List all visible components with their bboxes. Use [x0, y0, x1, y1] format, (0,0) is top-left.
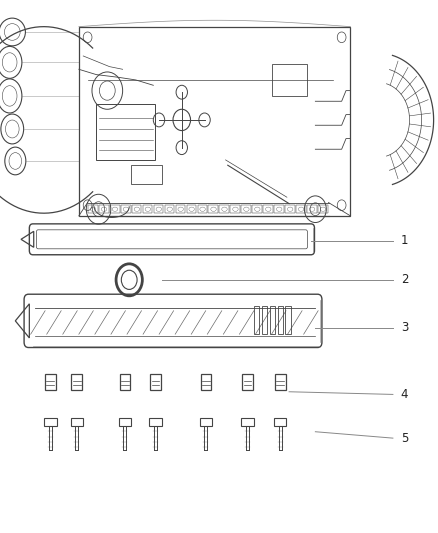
Bar — [278, 306, 283, 334]
Bar — [274, 206, 284, 213]
Bar — [121, 206, 131, 213]
Bar — [131, 165, 162, 184]
Bar — [198, 206, 207, 213]
Bar — [263, 206, 273, 213]
Bar — [88, 206, 98, 213]
Bar — [241, 418, 254, 426]
Bar — [252, 206, 262, 213]
Bar — [71, 418, 83, 426]
Text: 4: 4 — [401, 388, 408, 401]
Bar — [45, 374, 56, 390]
Text: 3: 3 — [401, 321, 408, 334]
Bar — [241, 206, 251, 213]
Bar — [318, 206, 328, 213]
Text: 5: 5 — [401, 432, 408, 445]
Bar — [150, 374, 161, 390]
Bar — [96, 104, 155, 160]
Bar — [176, 206, 185, 213]
Bar — [44, 418, 57, 426]
Bar — [71, 374, 82, 390]
Bar — [120, 374, 130, 390]
Bar — [187, 206, 196, 213]
Bar — [165, 206, 174, 213]
Bar — [296, 206, 306, 213]
Text: 1: 1 — [401, 235, 408, 247]
Bar — [275, 374, 286, 390]
Bar — [270, 306, 275, 334]
Bar — [149, 418, 162, 426]
Bar — [242, 374, 253, 390]
Bar — [219, 206, 229, 213]
Bar — [143, 206, 152, 213]
Bar — [230, 206, 240, 213]
Bar — [262, 306, 267, 334]
Bar — [132, 206, 141, 213]
Bar — [119, 418, 131, 426]
Bar — [79, 27, 350, 216]
Bar — [272, 64, 307, 96]
Bar — [307, 206, 317, 213]
Bar — [200, 418, 212, 426]
Text: 2: 2 — [401, 273, 408, 286]
Bar — [110, 206, 120, 213]
Bar — [274, 418, 286, 426]
Bar — [154, 206, 163, 213]
Bar — [286, 306, 291, 334]
Bar — [99, 206, 109, 213]
Bar — [285, 206, 295, 213]
Bar — [254, 306, 259, 334]
Bar — [201, 374, 211, 390]
Bar — [208, 206, 218, 213]
